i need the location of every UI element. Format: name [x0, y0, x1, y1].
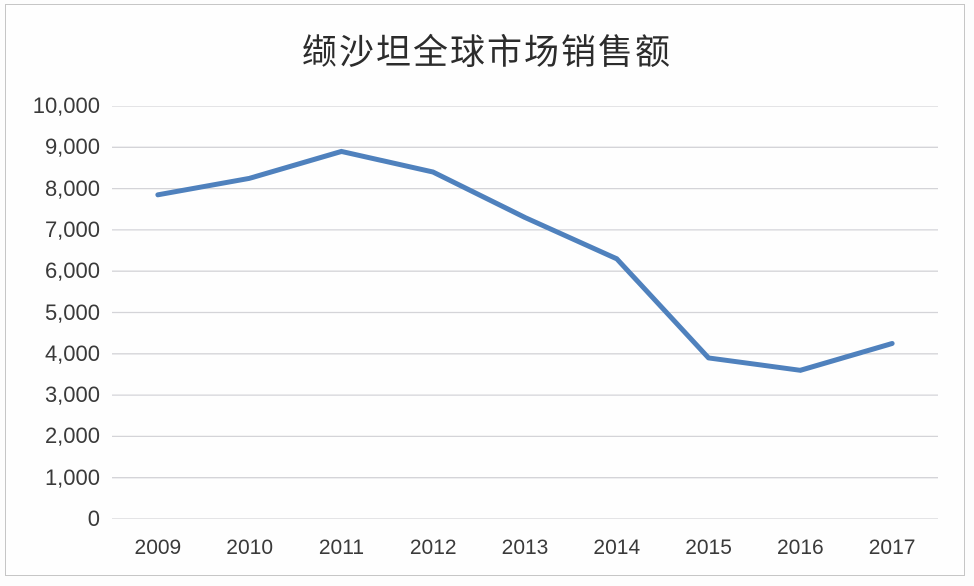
y-axis: 0 1,000 2,000 3,000 4,000 5,000 6,000 7,000 8,00… — [0, 0, 100, 586]
y-axis-tick-label: 4,000 — [44, 340, 100, 366]
y-axis-tick-label: 6,000 — [44, 258, 100, 284]
y-axis-tick-label: 10,000 — [32, 93, 100, 118]
y-axis-tick-label: 8,000 — [44, 175, 100, 201]
x-axis-tick-label: 2013 — [501, 536, 549, 559]
y-axis-tick-label: 1,000 — [44, 464, 100, 490]
x-axis-tick-label: 2010 — [226, 536, 274, 559]
x-axis: 2009 2010 2011 2012 2013 2014 2015 2016 2017 — [0, 536, 974, 570]
y-axis-tick-label: 9,000 — [44, 134, 100, 160]
y-axis-tick-label: 5,000 — [44, 299, 100, 325]
x-axis-tick-label: 2015 — [685, 536, 732, 559]
x-axis-tick-label: 2011 — [318, 536, 365, 559]
x-axis-tick-label: 2009 — [134, 536, 182, 559]
chart-frame — [5, 4, 965, 576]
y-axis-tick-label: 2,000 — [44, 423, 100, 449]
y-axis-tick-label: 0 — [87, 506, 100, 531]
y-axis-tick-label: 3,000 — [44, 382, 100, 408]
sales-line — [155, 148, 895, 373]
x-axis-tick-label: 2014 — [593, 536, 641, 559]
x-axis-tick-label: 2012 — [409, 536, 457, 559]
x-axis-tick-label: 2016 — [776, 536, 824, 559]
x-axis-tick-label: 2017 — [868, 536, 916, 559]
y-axis-tick-label: 7,000 — [44, 216, 100, 242]
chart-title: 缬沙坦全球市场销售额 — [301, 33, 672, 72]
plot-area — [112, 106, 938, 519]
